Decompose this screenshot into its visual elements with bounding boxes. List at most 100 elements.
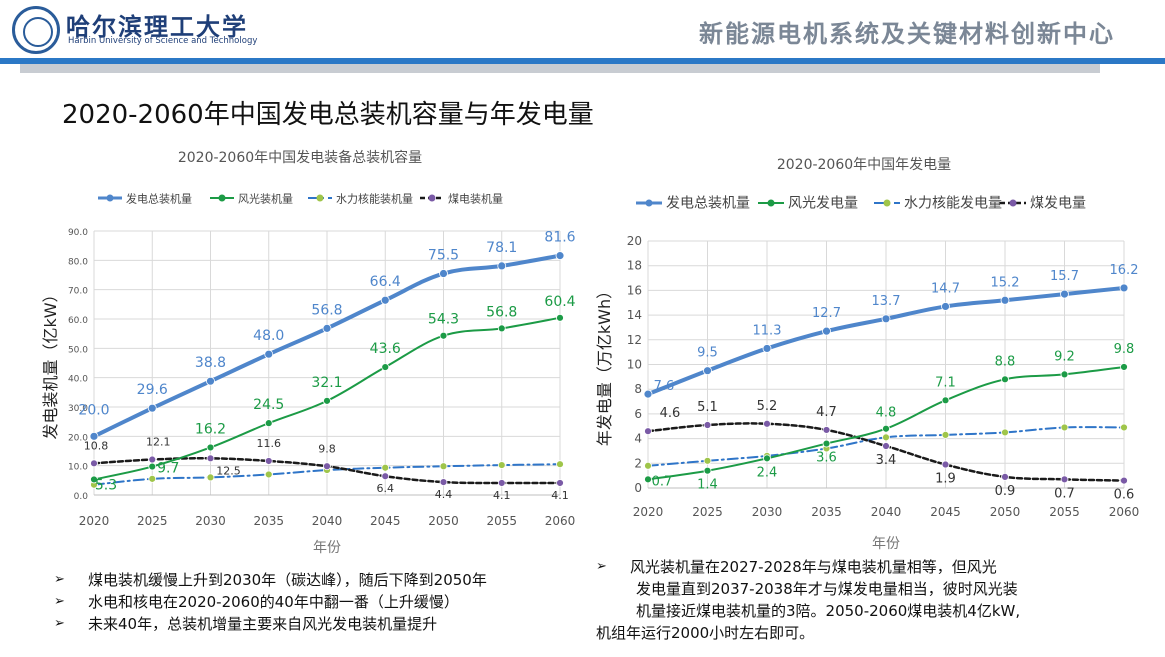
- data-label-windsolar: 56.8: [486, 304, 517, 320]
- data-label-total: 66.4: [370, 274, 401, 290]
- y-tick-label: 20.0: [68, 433, 88, 443]
- data-point-windsolar: [264, 419, 273, 428]
- data-label-total: 13.7: [872, 294, 901, 309]
- university-name-cn: 哈尔滨理工大学: [66, 12, 248, 41]
- data-label-windsolar: 5.3: [95, 477, 117, 493]
- data-point-hydronuclear: [556, 460, 564, 469]
- legend-label: 风光发电量: [788, 196, 858, 212]
- data-point-coal: [497, 479, 506, 487]
- data-label-windsolar: 9.2: [1054, 349, 1075, 364]
- chart-title: 2020-2060年中国发电装备总装机容量: [178, 149, 422, 166]
- center-name: 新能源电机系统及关键材料创新中心: [699, 19, 1115, 48]
- data-point-coal: [1120, 476, 1128, 485]
- data-point-windsolar: [882, 424, 890, 433]
- data-point-hydronuclear: [644, 461, 652, 470]
- legend-label: 煤电装机量: [448, 192, 503, 206]
- data-label-total: 12.7: [812, 306, 841, 321]
- note-item: ➢ 煤电装机缓慢上升到2030年（碳达峰），随后下降到2050年: [54, 569, 487, 591]
- data-label-windsolar: 9.7: [157, 461, 179, 477]
- data-point-coal: [882, 442, 890, 450]
- header-band-gray: [20, 64, 1100, 73]
- note-line: 发电量直到2037-2038年才与煤发电量相当，彼时风光装: [596, 578, 1020, 600]
- data-point-coal: [439, 478, 448, 486]
- data-label-coal: 10.8: [84, 439, 109, 452]
- data-point-hydronuclear: [264, 470, 273, 479]
- data-point-coal: [1060, 475, 1069, 484]
- data-point-total: [881, 314, 891, 324]
- y-tick-label: 4: [634, 432, 642, 446]
- data-label-windsolar: 1.4: [697, 478, 718, 493]
- data-label-coal: 0.6: [1114, 488, 1135, 503]
- data-point-total: [380, 295, 390, 305]
- data-point-total: [555, 251, 565, 261]
- y-tick-label: 30.0: [68, 404, 88, 414]
- data-point-coal: [323, 462, 331, 471]
- bullet-arrow-icon: ➢: [54, 572, 65, 587]
- data-point-coal: [264, 457, 273, 465]
- data-point-windsolar: [381, 363, 390, 372]
- data-label-coal: 9.8: [318, 442, 336, 455]
- data-point-hydronuclear: [1001, 428, 1009, 437]
- data-label-coal: 4.4: [435, 488, 453, 501]
- data-label-total: 81.6: [544, 230, 575, 246]
- data-point-total: [1060, 289, 1069, 299]
- data-label-windsolar: 2.4: [757, 465, 778, 480]
- y-tick-label: 10.0: [68, 463, 88, 473]
- university-name-en: Harbin University of Science and Technol…: [68, 36, 258, 46]
- x-tick-label: 2025: [137, 514, 168, 528]
- data-label-total: 15.2: [991, 275, 1020, 290]
- x-tick-label: 2035: [253, 514, 284, 528]
- legend-label: 发电总装机量: [126, 192, 192, 206]
- data-point-coal: [703, 421, 712, 429]
- y-tick-label: 8: [634, 382, 642, 396]
- data-point-coal: [1001, 472, 1009, 481]
- legend-swatch-marker: [767, 199, 775, 207]
- x-axis-title: 年份: [872, 536, 900, 552]
- data-point-hydronuclear: [703, 456, 712, 465]
- x-tick-label: 2035: [811, 505, 842, 519]
- data-label-windsolar: 24.5: [253, 397, 284, 413]
- data-point-windsolar: [644, 475, 652, 484]
- data-label-windsolar: 9.8: [1114, 342, 1135, 357]
- legend-label: 风光装机量: [238, 192, 293, 206]
- data-point-coal: [206, 454, 215, 463]
- data-point-windsolar: [148, 462, 157, 471]
- data-label-windsolar: 8.8: [995, 354, 1016, 369]
- bullet-arrow-icon: ➢: [596, 559, 607, 574]
- data-point-hydronuclear: [497, 461, 506, 469]
- data-label-coal: 11.6: [257, 437, 282, 450]
- bullet-arrow-icon: ➢: [54, 594, 65, 609]
- data-point-total: [497, 261, 507, 271]
- data-label-windsolar: 0.7: [652, 474, 673, 489]
- y-tick-label: 50.0: [68, 345, 88, 355]
- legend-label: 发电总装机量: [666, 196, 750, 212]
- data-point-windsolar: [439, 331, 448, 340]
- data-label-windsolar: 16.2: [195, 421, 226, 437]
- data-point-total: [941, 302, 950, 311]
- data-point-total: [703, 366, 712, 376]
- legend-label: 煤发电量: [1030, 196, 1086, 212]
- y-tick-label: 10: [627, 358, 642, 372]
- note-text: 未来40年，总装机增量主要来自风光发电装机量提升: [88, 615, 438, 633]
- data-label-total: 15.7: [1050, 269, 1079, 284]
- x-tick-label: 2055: [1049, 505, 1080, 519]
- y-tick-label: 40.0: [68, 375, 88, 385]
- y-axis-title: 发电装机量（亿kW）: [41, 286, 60, 439]
- data-point-total: [762, 344, 772, 353]
- x-tick-label: 2055: [486, 514, 517, 528]
- x-tick-label: 2020: [79, 514, 110, 528]
- notes-right: ➢ 风光装机量在2027-2028年与煤电装机量相等，但风光 发电量直到2037-…: [596, 556, 1020, 644]
- data-point-total: [264, 349, 274, 359]
- data-point-windsolar: [556, 313, 564, 322]
- data-point-hydronuclear: [882, 433, 890, 442]
- x-tick-label: 2045: [930, 505, 961, 519]
- y-tick-label: 70.0: [68, 287, 88, 297]
- data-label-total: 16.2: [1110, 263, 1139, 278]
- data-point-windsolar: [1001, 375, 1009, 384]
- data-label-windsolar: 54.3: [428, 312, 459, 328]
- header-band-blue: [0, 58, 1165, 64]
- data-label-windsolar: 60.4: [544, 294, 575, 310]
- note-line: 机组年运行2000小时左右即可。: [596, 622, 1020, 644]
